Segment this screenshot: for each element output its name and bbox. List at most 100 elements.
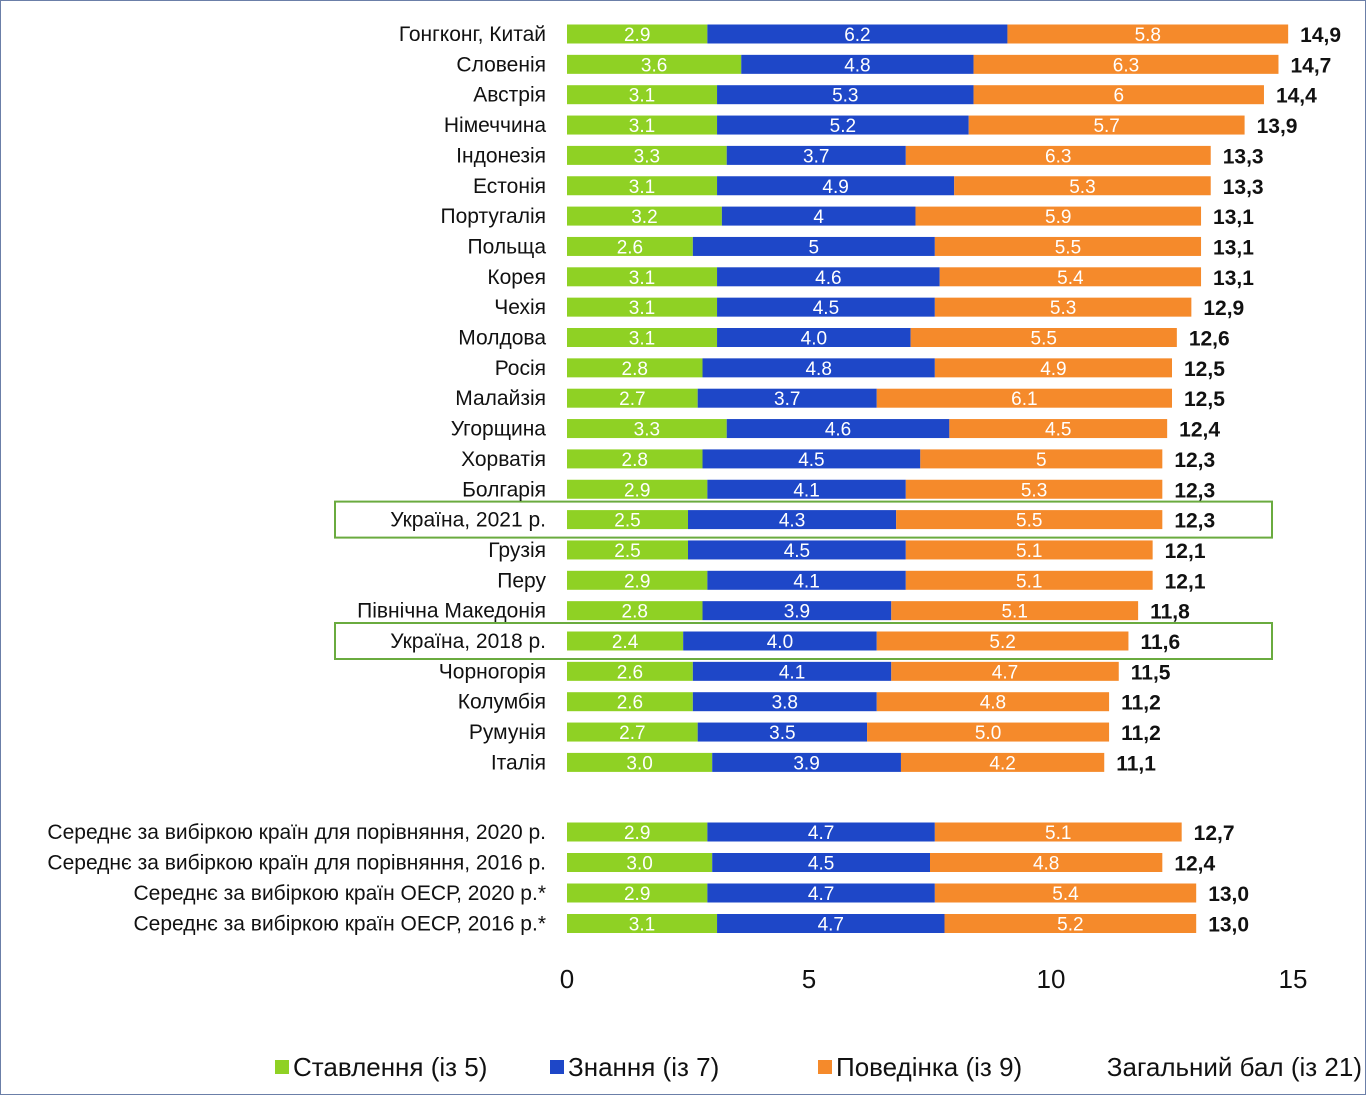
legend-swatch-3 [818, 1060, 832, 1074]
category-label: Середнє за вибіркою країн ОЕСР, 2020 р.* [134, 882, 547, 905]
category-label: Румунія [469, 721, 546, 744]
bar-segment-2 [726, 419, 950, 439]
bar-segment-2 [726, 145, 906, 165]
segment-value-label: 5.8 [1135, 25, 1161, 46]
segment-value-label: 5.7 [1093, 116, 1119, 137]
segment-value-label: 4.5 [784, 541, 810, 562]
segment-value-label: 5.0 [975, 723, 1001, 744]
segment-value-label: 4.7 [818, 915, 844, 936]
total-value-label: 11,2 [1121, 692, 1161, 715]
bar-segment-2 [741, 54, 974, 74]
segment-value-label: 3.1 [629, 298, 655, 319]
category-label: Німеччина [444, 114, 546, 137]
total-value-label: 11,6 [1140, 631, 1180, 654]
category-label: Польща [468, 235, 547, 258]
bar-segment-3 [896, 510, 1163, 530]
segment-value-label: 5.4 [1057, 268, 1084, 289]
segment-value-label: 6.3 [1113, 55, 1139, 76]
segment-value-label: 3.1 [629, 268, 655, 289]
segment-value-label: 5.1 [1045, 823, 1071, 844]
segment-value-label: 2.7 [619, 389, 645, 410]
bar-segment-2 [688, 540, 906, 560]
total-value-label: 12,3 [1174, 449, 1215, 472]
category-label: Угорщина [451, 418, 547, 441]
segment-value-label: 2.9 [624, 571, 650, 592]
highlight-box [334, 500, 1273, 539]
segment-value-label: 4.1 [793, 571, 819, 592]
segment-value-label: 2.8 [622, 602, 648, 623]
x-tick-label: 15 [1279, 964, 1308, 994]
legend-label: Знання (із 7) [568, 1052, 719, 1082]
segment-value-label: 3.1 [629, 329, 655, 350]
bar-segment-1 [567, 206, 722, 226]
total-value-label: 13,1 [1213, 267, 1254, 290]
total-value-label: 12,6 [1189, 328, 1230, 351]
bar-segment-2 [697, 388, 877, 408]
segment-value-label: 4.9 [822, 177, 848, 198]
category-label: Середнє за вибіркою країн для порівняння… [47, 852, 546, 875]
segment-value-label: 4.1 [779, 662, 805, 683]
bar-segment-3 [1007, 24, 1289, 44]
bar-segment-3 [973, 85, 1264, 105]
bar-segment-2 [712, 853, 930, 872]
bar-segment-1 [567, 914, 718, 933]
segment-value-label: 3.5 [769, 723, 795, 744]
bar-segment-1 [567, 176, 718, 196]
segment-value-label: 5.3 [832, 86, 858, 107]
segment-value-label: 5.5 [1031, 329, 1057, 350]
segment-value-label: 4.8 [844, 55, 870, 76]
segment-value-label: 4.2 [989, 753, 1015, 774]
segment-value-label: 2.7 [619, 723, 645, 744]
bar-segment-3 [920, 449, 1163, 469]
bar-segment-3 [934, 236, 1202, 256]
segment-value-label: 4 [813, 207, 824, 228]
category-label: Італія [491, 751, 546, 774]
bar-segment-3 [934, 883, 1197, 903]
total-value-label: 12,3 [1174, 479, 1215, 502]
bar-segment-2 [717, 115, 969, 135]
bar-segment-1 [567, 883, 708, 903]
bar-segment-1 [567, 510, 688, 530]
bar-segment-2 [717, 297, 935, 317]
segment-value-label: 5 [809, 237, 820, 258]
bar-segment-1 [567, 328, 718, 347]
category-label: Україна, 2018 р. [390, 630, 546, 653]
segment-value-label: 3.9 [793, 753, 819, 774]
segment-value-label: 5.2 [989, 632, 1015, 653]
segment-value-label: 4.7 [992, 662, 1018, 683]
bar-segment-1 [567, 358, 703, 378]
segment-value-label: 3.3 [634, 420, 660, 441]
category-label: Гонгконг, Китай [399, 23, 546, 46]
segment-value-label: 2.9 [624, 480, 650, 501]
segment-value-label: 3.7 [803, 146, 829, 167]
total-value-label: 13,3 [1223, 176, 1264, 199]
bar-segment-2 [702, 358, 935, 378]
segment-value-label: 3.1 [629, 86, 655, 107]
bar-segment-2 [692, 692, 877, 712]
segment-value-label: 5.2 [830, 116, 856, 137]
total-value-label: 12,7 [1194, 822, 1235, 845]
bar-segment-1 [567, 388, 698, 408]
bar-segment-1 [567, 115, 718, 135]
bar-segment-3 [876, 631, 1129, 651]
segment-value-label: 4.0 [801, 329, 827, 350]
segment-value-label: 5 [1036, 450, 1047, 471]
bar-segment-2 [717, 914, 945, 933]
total-value-label: 12,3 [1174, 510, 1215, 533]
segment-value-label: 2.6 [617, 237, 643, 258]
segment-value-label: 2.9 [624, 884, 650, 905]
bar-segment-3 [905, 479, 1163, 499]
segment-value-label: 5.3 [1069, 177, 1095, 198]
category-label: Словенія [456, 53, 546, 76]
category-label: Корея [487, 266, 546, 289]
segment-value-label: 3.3 [634, 146, 660, 167]
bar-segment-2 [702, 449, 921, 469]
bar-segment-3 [905, 570, 1153, 590]
bar-segment-1 [567, 236, 693, 256]
category-label: Індонезія [456, 144, 546, 167]
segment-value-label: 3.7 [774, 389, 800, 410]
segment-value-label: 5.3 [1021, 480, 1047, 501]
bar-segment-1 [567, 853, 713, 872]
segment-value-label: 4.5 [813, 298, 839, 319]
